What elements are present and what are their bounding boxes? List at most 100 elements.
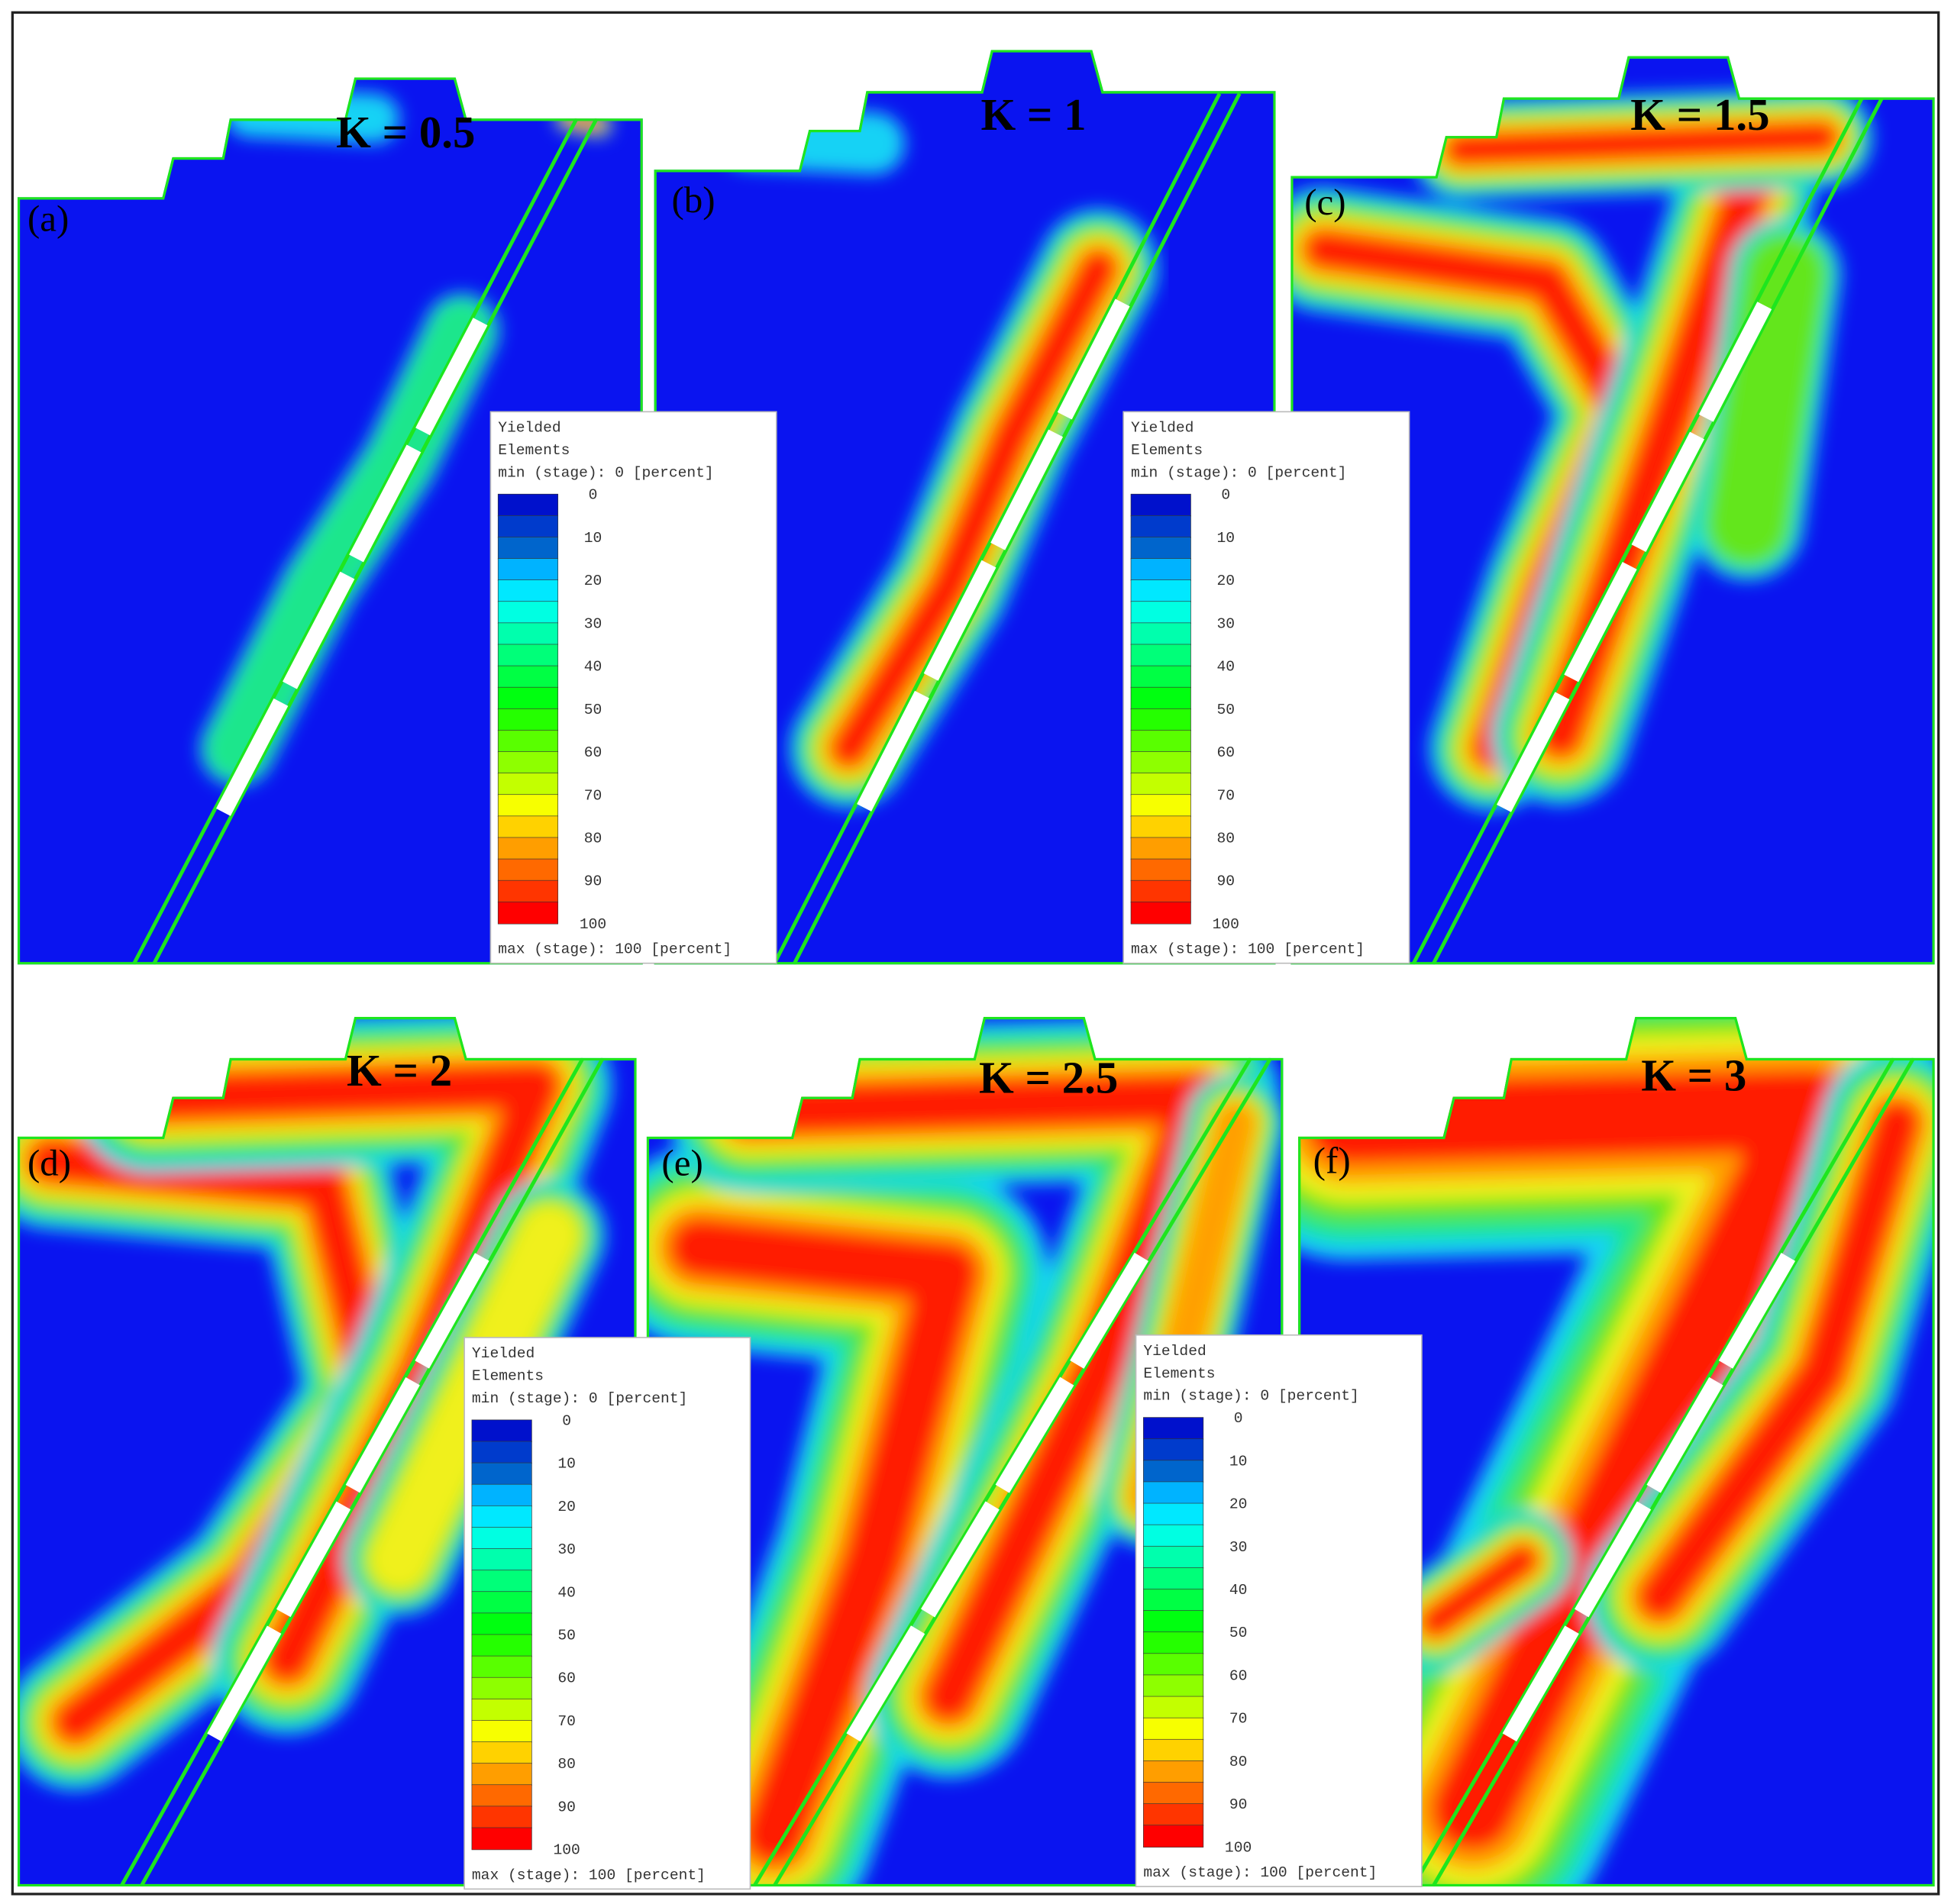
color-band <box>1130 730 1191 753</box>
fault-line <box>1411 96 1865 965</box>
legend-tick-label: 20 <box>557 1499 576 1515</box>
color-band <box>1130 665 1191 689</box>
tunnel-segments <box>1416 1054 1911 1887</box>
color-band <box>497 708 559 731</box>
legend-tick-label: 70 <box>584 787 602 804</box>
legend-tick-label: 60 <box>584 744 602 761</box>
color-band <box>471 1483 532 1507</box>
contour-panel <box>1290 56 1935 965</box>
legend-title: Yielded <box>472 1345 535 1362</box>
legend: Yielded Elements min (stage): 0 [percent] m… <box>1122 411 1410 964</box>
color-band <box>471 1462 532 1486</box>
k-label: K = 2 <box>347 1046 452 1096</box>
color-band <box>471 1634 532 1657</box>
legend-title: Yielded <box>1143 1343 1206 1360</box>
legend-tick-label: 20 <box>584 573 602 589</box>
color-band <box>1130 901 1191 925</box>
color-band <box>1143 1438 1204 1461</box>
legend-tick-label: 40 <box>584 659 602 676</box>
tunnel-segments <box>124 1054 600 1887</box>
color-band <box>1130 794 1191 818</box>
fault-line <box>1411 1057 1895 1887</box>
legend-tick-label: 30 <box>1229 1539 1248 1556</box>
legend-tick-label: 100 <box>1213 916 1239 933</box>
tunnel-segments <box>1416 93 1880 965</box>
boundary <box>1298 1016 1935 1887</box>
legend-tick-label: 20 <box>1229 1496 1248 1513</box>
color-band <box>471 1698 532 1722</box>
panel-label: (e) <box>661 1142 703 1184</box>
legend-tick-label: 50 <box>557 1628 576 1644</box>
tunnel-segments <box>777 89 1237 965</box>
legend-tick-label: 20 <box>1216 573 1235 589</box>
color-band <box>471 1655 532 1679</box>
color-band <box>497 815 559 839</box>
legend-tick-label: 70 <box>557 1713 576 1730</box>
color-band <box>471 1591 532 1615</box>
color-band <box>497 665 559 689</box>
color-band <box>471 1505 532 1528</box>
yield-zone <box>1707 234 1826 565</box>
color-band <box>1130 537 1191 560</box>
yield-zone <box>831 250 1116 766</box>
contour-panel <box>646 1016 1284 1887</box>
k-label: K = 0.5 <box>336 108 475 157</box>
fault-line <box>119 1057 585 1887</box>
color-band <box>1143 1738 1204 1762</box>
panel-label: (a) <box>27 197 69 239</box>
color-band <box>1130 773 1191 795</box>
color-band <box>1130 601 1191 624</box>
yield-zone <box>1420 1544 1538 1638</box>
color-band <box>1130 879 1191 903</box>
color-band <box>497 773 559 795</box>
tunnel-segments <box>757 1054 1268 1887</box>
legend-tick-label: 0 <box>1221 487 1230 504</box>
legend-tick-label: 40 <box>1216 659 1235 676</box>
k-label: K = 2.5 <box>979 1054 1118 1103</box>
color-band <box>471 1806 532 1829</box>
color-band <box>1143 1803 1204 1826</box>
color-band <box>497 751 559 774</box>
panel-label: (b) <box>671 179 715 221</box>
color-band <box>1143 1782 1204 1805</box>
legend-tick-label: 70 <box>1216 787 1235 804</box>
color-band <box>497 601 559 624</box>
color-band <box>1143 1653 1204 1676</box>
contour-panel <box>17 77 643 965</box>
k-label: K = 3 <box>1641 1050 1746 1100</box>
color-band <box>471 1441 532 1464</box>
color-band <box>471 1741 532 1764</box>
legend-min: min (stage): 0 [percent] <box>498 464 713 481</box>
k-label: K = 1 <box>980 90 1086 140</box>
legend-tick-label: 40 <box>1229 1582 1248 1599</box>
legend-tick-label: 10 <box>1229 1453 1248 1470</box>
color-band <box>1130 708 1191 731</box>
legend-title: Yielded <box>1131 419 1194 436</box>
color-band <box>1143 1502 1204 1526</box>
fault-line <box>1431 96 1885 965</box>
color-band <box>471 1676 532 1700</box>
color-band <box>1130 686 1191 710</box>
legend-title: Elements <box>498 442 570 459</box>
legend: Yielded Elements min (stage): 0 [percent] m… <box>1135 1334 1423 1887</box>
yield-zones <box>17 1016 612 1791</box>
legend-tick-label: 10 <box>557 1456 576 1473</box>
legend-max: max (stage): 100 [percent] <box>1143 1864 1377 1881</box>
color-band <box>497 730 559 753</box>
color-band <box>497 537 559 560</box>
legend-tick-label: 90 <box>1229 1796 1248 1813</box>
color-band <box>1143 1631 1204 1654</box>
color-band <box>471 1419 532 1443</box>
boundary <box>1290 56 1935 965</box>
color-band <box>1143 1589 1204 1612</box>
yield-zones <box>717 105 1158 808</box>
color-band <box>497 901 559 925</box>
legend-tick-label: 30 <box>584 615 602 632</box>
color-band <box>471 1548 532 1571</box>
legend-tick-label: 50 <box>1229 1625 1248 1641</box>
legend-tick-label: 100 <box>580 916 606 933</box>
color-band <box>1143 1417 1204 1440</box>
color-band <box>1143 1567 1204 1590</box>
legend-tick-label: 100 <box>1225 1839 1252 1856</box>
